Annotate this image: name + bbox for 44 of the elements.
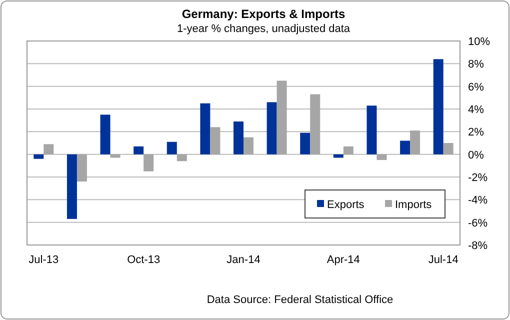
bar [400, 140, 410, 154]
chart-subtitle: 1-year % changes, unadjusted data [176, 23, 351, 35]
bar [234, 121, 244, 154]
y-tick-label: 8% [468, 58, 484, 71]
bar [433, 59, 444, 154]
bar [34, 154, 44, 159]
bar [343, 146, 354, 154]
y-tick-label: -4% [468, 194, 488, 207]
bar [66, 154, 77, 219]
bar [144, 154, 154, 172]
bar [376, 154, 387, 160]
bar [176, 154, 187, 162]
x-tick-label: Apr-14 [326, 254, 360, 266]
bar [44, 144, 54, 154]
source-note: Data Source: Federal Statistical Office [206, 294, 394, 306]
y-tick-label: -6% [468, 217, 488, 230]
bar [276, 80, 287, 154]
y-tick-label: 6% [468, 81, 484, 94]
bar [410, 130, 420, 154]
y-tick-label: 2% [468, 126, 484, 139]
y-tick-label: 10% [468, 36, 490, 48]
y-tick-label: -2% [468, 172, 488, 184]
bar [100, 114, 110, 154]
bar [134, 146, 144, 154]
y-tick-label: 0% [468, 149, 484, 162]
bar [366, 106, 377, 154]
y-tick-label: -8% [468, 240, 488, 252]
x-tick-label: Jul-13 [28, 254, 59, 266]
bar [443, 143, 454, 154]
bar [310, 94, 320, 154]
bar [300, 132, 310, 154]
legend-label: Imports [395, 199, 432, 211]
bar [166, 142, 177, 154]
y-tick-label: 4% [468, 104, 484, 116]
bar [76, 154, 87, 182]
bar [210, 127, 220, 154]
bar [266, 102, 277, 154]
x-tick-label: Jul-14 [428, 254, 458, 266]
x-tick-label: Oct-13 [127, 254, 160, 266]
x-tick-label: Jan-14 [226, 254, 260, 266]
bar [244, 137, 254, 154]
chart-title: Germany: Exports & Imports [182, 7, 346, 21]
bar [200, 103, 210, 154]
legend-label: Exports [327, 199, 365, 211]
